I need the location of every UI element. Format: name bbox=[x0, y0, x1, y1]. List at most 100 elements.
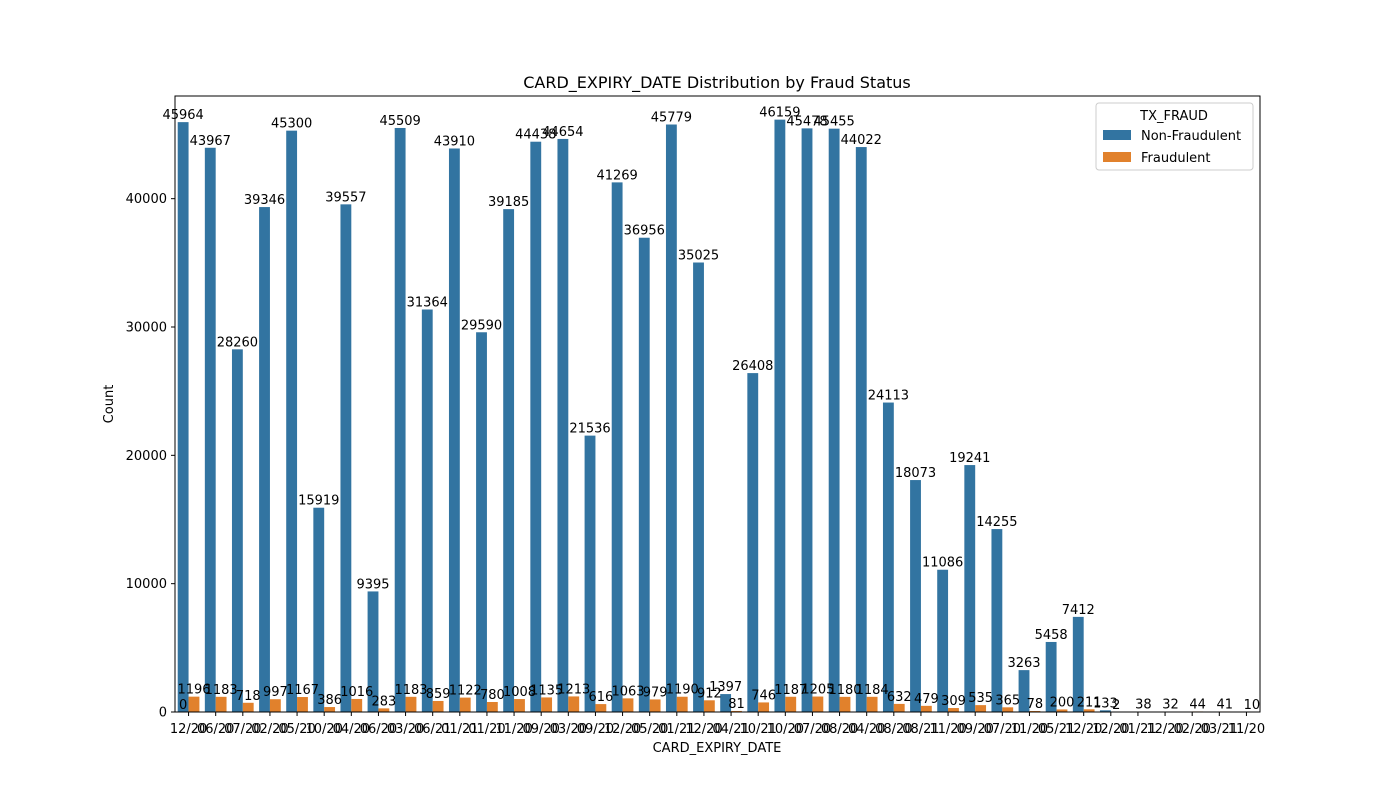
data-label-fraudulent: 479 bbox=[914, 692, 939, 707]
data-label-fraudulent: 38 bbox=[1135, 698, 1152, 713]
data-label-non-fraudulent: 44654 bbox=[542, 125, 583, 140]
x-tick-label: 06/20 bbox=[197, 722, 234, 737]
bar-fraudulent bbox=[324, 707, 336, 712]
data-label-fraudulent: 2 bbox=[1112, 698, 1120, 713]
x-tick-label: 12/20 bbox=[1146, 722, 1183, 737]
bar-fraudulent bbox=[812, 696, 824, 712]
bar-non-fraudulent bbox=[991, 529, 1003, 712]
bar-fraudulent bbox=[269, 699, 281, 712]
x-tick-label: 07/20 bbox=[794, 722, 831, 737]
y-axis: 0 10000 20000 30000 40000 bbox=[126, 192, 175, 721]
bar-fraudulent bbox=[1083, 709, 1095, 712]
bar-non-fraudulent bbox=[367, 591, 379, 712]
data-label-fraudulent: 283 bbox=[371, 694, 396, 709]
data-label-fraudulent: 1008 bbox=[503, 685, 536, 700]
data-label-non-fraudulent: 44438 bbox=[515, 128, 556, 143]
data-label-fraudulent: 200 bbox=[1050, 695, 1075, 710]
data-label-non-fraudulent: 5458 bbox=[1035, 628, 1068, 643]
x-tick-label: 09/20 bbox=[956, 722, 993, 737]
data-label-non-fraudulent: 45478 bbox=[786, 114, 827, 129]
x-tick-label: 08/21 bbox=[902, 722, 939, 737]
x-tick-label: 05/20 bbox=[631, 722, 668, 737]
bar-fraudulent bbox=[893, 703, 905, 712]
bar-non-fraudulent bbox=[259, 207, 270, 712]
bar-fraudulent bbox=[676, 696, 688, 712]
y-axis-label: Count bbox=[102, 385, 117, 424]
bar-labels-layer: 45964 43967 28260 39346 45300 15919 39557 9395 4… bbox=[162, 106, 1260, 713]
bar-non-fraudulent bbox=[720, 694, 732, 712]
bar-fraudulent bbox=[297, 697, 308, 712]
data-label-fraudulent: 211 bbox=[1077, 695, 1102, 710]
data-label-fraudulent: 997 bbox=[263, 685, 288, 700]
data-label-non-fraudulent: 21536 bbox=[569, 422, 610, 437]
data-label-fraudulent: 1213 bbox=[557, 682, 590, 697]
x-tick-label: 12/20 bbox=[1065, 722, 1102, 737]
y-tick-label: 30000 bbox=[126, 321, 167, 336]
bar-fraudulent bbox=[1002, 707, 1014, 712]
x-tick-label: 02/20 bbox=[251, 722, 288, 737]
data-label-non-fraudulent: 19241 bbox=[949, 451, 990, 466]
x-tick-label: 11/20 bbox=[1011, 722, 1048, 737]
data-label-fraudulent: 1180 bbox=[828, 683, 861, 698]
bar-non-fraudulent bbox=[177, 122, 189, 712]
data-label-fraudulent: 78 bbox=[1027, 697, 1044, 712]
bar-non-fraudulent bbox=[394, 127, 406, 713]
x-tick-label: 09/20 bbox=[522, 722, 559, 737]
data-label-fraudulent: 746 bbox=[751, 688, 776, 703]
data-label-non-fraudulent: 45509 bbox=[379, 114, 420, 129]
x-tick-label: 12/20 bbox=[1092, 722, 1129, 737]
data-label-non-fraudulent: 35025 bbox=[678, 249, 719, 264]
bar-non-fraudulent bbox=[231, 349, 243, 712]
legend-title: TX_FRAUD bbox=[1139, 109, 1208, 124]
data-label-fraudulent: 32 bbox=[1162, 698, 1179, 713]
x-tick-label: 04/20 bbox=[333, 722, 370, 737]
bar-fraudulent bbox=[486, 701, 498, 712]
bar-fraudulent bbox=[568, 696, 580, 712]
legend-box bbox=[1095, 102, 1254, 171]
x-tick-label: 10/21 bbox=[739, 722, 776, 737]
bar-non-fraudulent bbox=[557, 138, 569, 712]
x-axis: 12/2006/2007/2002/2005/2010/2004/2006/20… bbox=[170, 712, 1265, 737]
data-label-fraudulent: 1167 bbox=[286, 683, 319, 698]
data-label-fraudulent: 1196 bbox=[177, 683, 210, 698]
x-tick-label: 07/20 bbox=[224, 722, 261, 737]
data-label-fraudulent: 632 bbox=[887, 690, 912, 705]
x-tick-label: 04/20 bbox=[848, 722, 885, 737]
x-tick-label: 03/20 bbox=[387, 722, 424, 737]
bar-non-fraudulent bbox=[584, 435, 596, 712]
data-label-non-fraudulent: 28260 bbox=[217, 335, 258, 350]
bar-fraudulent bbox=[242, 702, 254, 712]
data-label-non-fraudulent: 11086 bbox=[922, 556, 963, 571]
bars-layer bbox=[177, 119, 1258, 713]
bar-fraudulent bbox=[622, 698, 634, 712]
x-tick-label: 12/20 bbox=[170, 722, 207, 737]
data-label-non-fraudulent: 29590 bbox=[461, 318, 502, 333]
x-tick-label: 01/20 bbox=[468, 722, 505, 737]
data-label-non-fraudulent: 3263 bbox=[1007, 656, 1040, 671]
x-tick-label: 06/20 bbox=[360, 722, 397, 737]
legend: TX_FRAUD Non-Fraudulent Fraudulent bbox=[1095, 102, 1254, 171]
data-label-fraudulent: 81 bbox=[728, 697, 745, 712]
bar-fraudulent bbox=[649, 699, 661, 712]
x-tick-label: 08/20 bbox=[821, 722, 858, 737]
bar-non-fraudulent bbox=[1099, 710, 1111, 712]
chart-title: CARD_EXPIRY_DATE Distribution by Fraud S… bbox=[523, 73, 911, 93]
data-label-fraudulent: 1183 bbox=[394, 683, 427, 698]
bar-fraudulent bbox=[459, 697, 471, 712]
bar-fraudulent bbox=[866, 696, 878, 712]
data-label-non-fraudulent: 9395 bbox=[356, 577, 389, 592]
bar-fraudulent bbox=[975, 705, 987, 712]
x-tick-label: 01/21 bbox=[658, 722, 695, 737]
data-label-non-fraudulent: 41269 bbox=[596, 168, 637, 183]
x-tick-label: 07/20 bbox=[984, 722, 1021, 737]
data-label-non-fraudulent: 43910 bbox=[434, 134, 475, 149]
data-label-non-fraudulent: 45964 bbox=[162, 108, 203, 123]
bar-fraudulent bbox=[839, 696, 851, 712]
x-tick-label: 05/21 bbox=[1038, 722, 1075, 737]
bar-fraudulent bbox=[514, 699, 525, 712]
x-tick-label: 03/21 bbox=[1201, 722, 1238, 737]
x-tick-label: 03/20 bbox=[550, 722, 587, 737]
y-tick-label: 10000 bbox=[126, 577, 167, 592]
bar-non-fraudulent bbox=[693, 262, 704, 712]
data-label-fraudulent: 41 bbox=[1216, 697, 1233, 712]
